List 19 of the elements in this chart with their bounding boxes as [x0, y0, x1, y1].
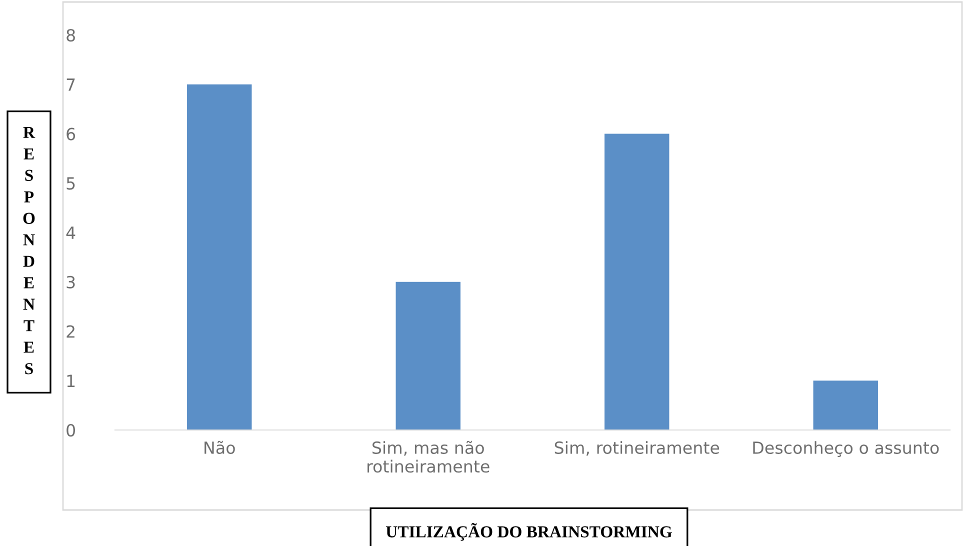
x-tick-label: Sim, rotineiramente	[554, 441, 720, 456]
y-tick-label: 4	[66, 226, 76, 239]
bar	[604, 134, 670, 430]
x-tick-label: Desconheço o assunto	[753, 441, 939, 457]
x-tick-label: Sim, mas não rotineiramente	[368, 440, 490, 473]
y-tick-label: 8	[66, 28, 75, 42]
x-axis-title: UTILIZAÇÃO DO BRAINSTORMING	[386, 523, 672, 541]
y-tick-label: 7	[66, 78, 75, 91]
bar	[396, 282, 460, 430]
bar	[813, 380, 878, 430]
y-tick-label: 0	[66, 424, 76, 437]
bar	[187, 84, 252, 430]
text: RESPONDENTES	[23, 126, 36, 374]
y-tick-label: 3	[66, 276, 75, 288]
x-tick-label: Não	[204, 440, 235, 454]
y-tick-label: 5	[66, 177, 75, 190]
y-tick-label: 1	[67, 374, 75, 387]
y-tick-label: 6	[66, 128, 76, 140]
y-tick-label: 2	[66, 325, 74, 338]
